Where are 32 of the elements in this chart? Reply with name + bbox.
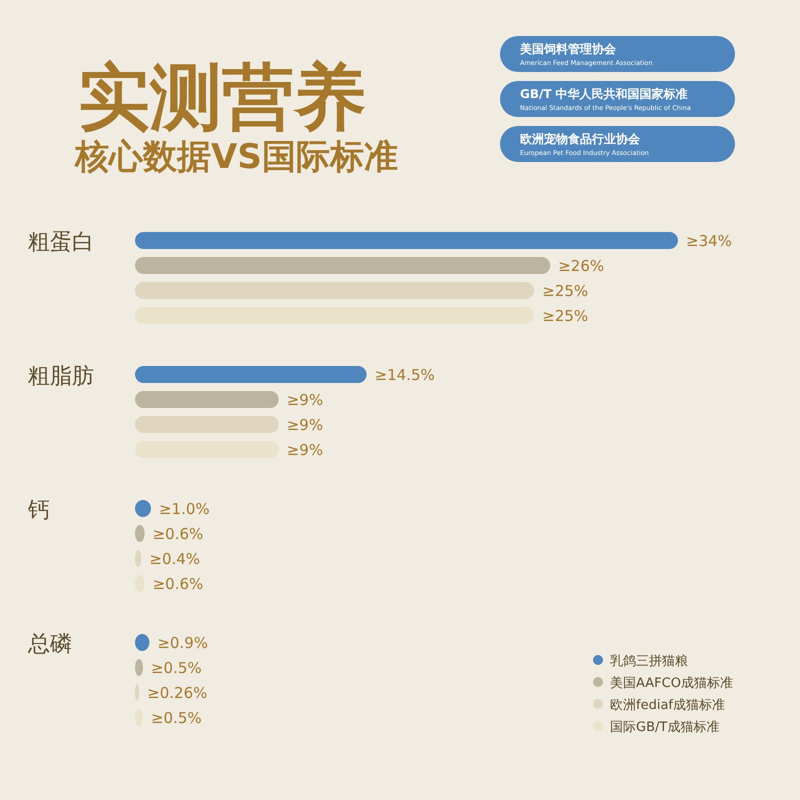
legend-label: 乳鸽三拼猫粮 [610, 654, 688, 669]
legend-label: 欧洲fediaf成猫标准 [610, 698, 725, 713]
bar [135, 416, 279, 433]
chart-title: 实测营养 [78, 55, 366, 139]
data-label: ≥34% [686, 232, 732, 250]
data-label: ≥26% [558, 257, 604, 275]
bar [135, 257, 550, 274]
y-tick-label: 粗脂肪 [28, 364, 94, 389]
legend-label: 美国AAFCO成猫标准 [610, 675, 733, 691]
data-label: ≥0.9% [157, 634, 208, 652]
data-label: ≥0.5% [150, 659, 202, 677]
data-label: ≥25% [542, 282, 588, 300]
bar [135, 366, 367, 383]
data-label: ≥9% [286, 441, 324, 459]
bar [135, 282, 534, 299]
chart-subtitle: 核心数据VS国际标准 [73, 137, 398, 177]
data-label: ≥0.6% [152, 575, 204, 593]
data-label: ≥25% [542, 307, 588, 325]
y-tick-label: 总磷 [27, 632, 72, 657]
y-tick-label: 钙 [27, 498, 50, 523]
legend-label: 国际GB/T成猫标准 [610, 720, 720, 735]
data-label: ≥9% [286, 416, 324, 434]
data-label: ≥0.5% [150, 709, 202, 727]
data-label: ≥9% [286, 391, 324, 409]
data-label: ≥14.5% [374, 366, 435, 384]
bar [135, 232, 678, 249]
y-tick-label: 粗蛋白 [28, 230, 94, 255]
data-label: ≥0.6% [152, 525, 204, 543]
data-label: ≥1.0% [158, 500, 210, 518]
data-label: ≥0.26% [147, 684, 208, 702]
bar [135, 391, 279, 408]
data-label: ≥0.4% [149, 550, 200, 568]
